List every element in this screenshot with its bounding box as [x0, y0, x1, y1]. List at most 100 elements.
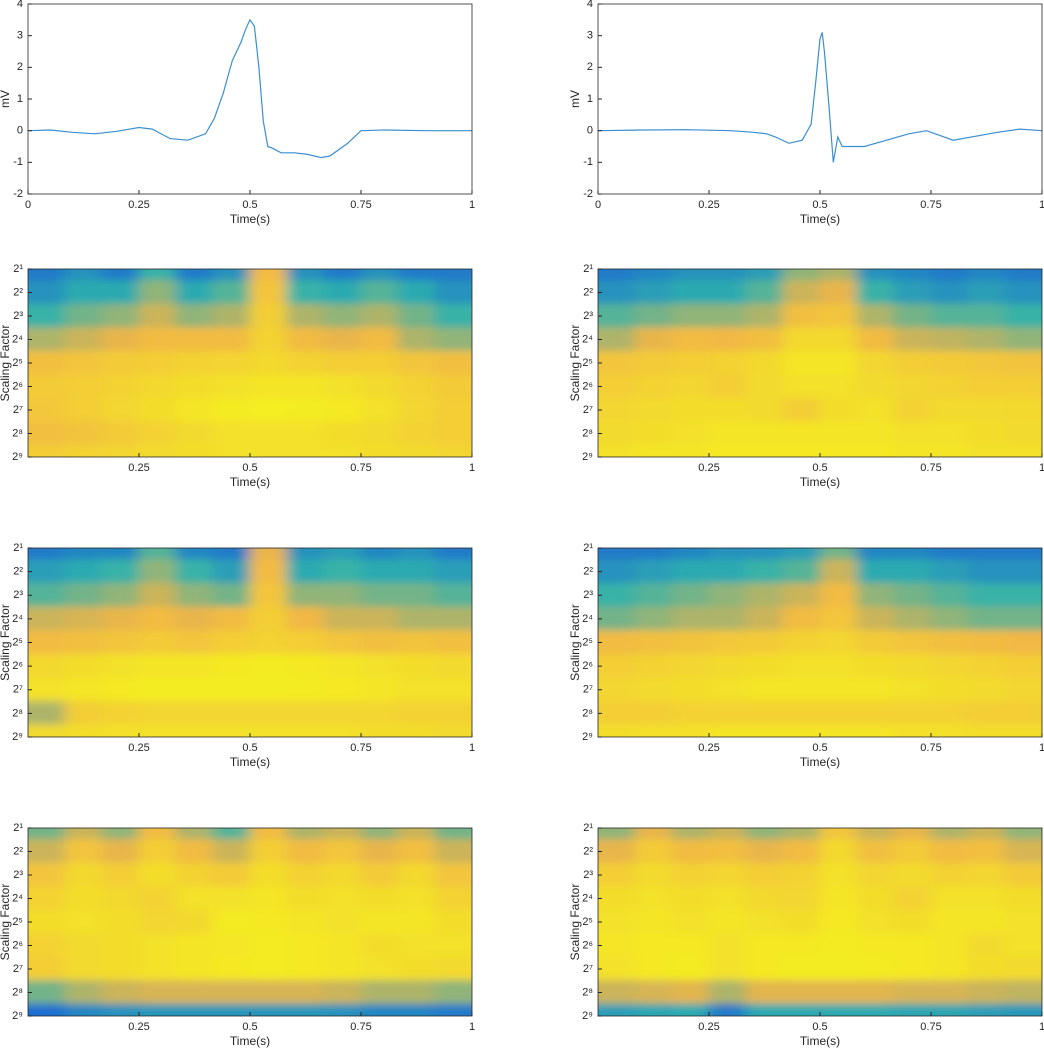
y-tick-label: 2²: [583, 845, 593, 857]
heatmap-cell: [434, 374, 472, 399]
heatmap-cell: [856, 909, 895, 935]
y-tick-label: 0: [587, 125, 593, 137]
heatmap-cell: [286, 886, 325, 911]
x-axis-label: Time(s): [230, 212, 270, 226]
x-tick-label: 1: [469, 742, 475, 754]
y-tick-label: 2²: [13, 845, 23, 857]
heatmap-cell: [360, 724, 399, 737]
heatmap-cell: [212, 677, 251, 703]
heatmap-cell: [782, 327, 821, 352]
heatmap-cell: [893, 862, 932, 888]
x-tick-label: 0.25: [698, 462, 719, 474]
heatmap-cell: [819, 909, 858, 935]
heatmap-cell: [1004, 724, 1042, 737]
heatmap-cell: [708, 862, 747, 888]
y-tick-label: 2⁷: [583, 404, 593, 416]
heatmap-cell: [671, 303, 710, 329]
heatmap-cell: [708, 933, 747, 958]
heatmap-cell: [893, 269, 932, 282]
heatmap-cell: [286, 677, 325, 703]
heatmap-cell: [782, 701, 821, 726]
heatmap-cell: [138, 724, 177, 737]
heatmap-cell: [671, 933, 710, 958]
heatmap-cell: [819, 582, 858, 608]
y-tick-label: 2⁹: [12, 1010, 23, 1022]
heatmap-cell: [782, 559, 821, 584]
heatmap-cell: [101, 828, 140, 841]
heatmap-cell: [967, 444, 1006, 457]
heatmap-cell: [708, 909, 747, 935]
heatmap-cell: [893, 724, 932, 737]
heatmap-cell: [782, 956, 821, 982]
y-tick-label: 2⁵: [12, 357, 23, 369]
heatmap-cell: [671, 397, 710, 423]
y-tick-label: 2⁹: [582, 1010, 593, 1022]
heatmap-cell: [967, 548, 1006, 561]
heatmap-cell: [138, 559, 177, 584]
heatmap-cell: [634, 630, 673, 655]
heatmap-cell: [856, 724, 895, 737]
y-axis-label: Scaling Factor: [0, 884, 12, 961]
heatmap: [28, 269, 472, 457]
heatmap-cell: [397, 303, 436, 329]
heatmap-cell: [819, 677, 858, 703]
x-tick-label: 0.25: [128, 742, 149, 754]
heatmap-cell: [249, 421, 288, 446]
heatmap-cell: [634, 350, 673, 376]
heatmap-cell: [967, 350, 1006, 376]
heatmap-cell: [671, 280, 710, 305]
heatmap-cell: [397, 933, 436, 958]
heatmap-cell: [360, 397, 399, 423]
heatmap-cell: [671, 548, 710, 561]
heatmap-cell: [101, 327, 140, 352]
y-tick-label: 2¹: [583, 822, 593, 834]
y-tick-label: 2⁹: [12, 731, 23, 743]
heatmap-cell: [634, 397, 673, 423]
heatmap-cell: [819, 397, 858, 423]
heatmap-cell: [175, 724, 214, 737]
heatmap-cell: [893, 444, 932, 457]
heatmap-cell: [708, 397, 747, 423]
heatmap-cell: [101, 909, 140, 935]
line: [597, 32, 1043, 163]
heatmap-cell: [893, 350, 932, 376]
heatmap-cell: [175, 444, 214, 457]
heatmap-cell: [1004, 421, 1042, 446]
heatmap-cell: [64, 933, 103, 958]
heatmap-cell: [101, 582, 140, 608]
x-tick-label: 0.25: [698, 742, 719, 754]
heatmap-cell: [819, 421, 858, 446]
heatmap-cell: [819, 933, 858, 958]
heatmap-cell: [782, 630, 821, 655]
heatmap-cell: [286, 606, 325, 632]
heatmap-cell: [967, 677, 1006, 703]
heatmap-cell: [1004, 839, 1042, 864]
heatmap-cell: [286, 397, 325, 423]
heatmap-cell: [782, 886, 821, 911]
subplot: 0.25 0.5 0.75 1 2¹ 2² 2³ 2⁴ 2⁵ 2⁶ 2⁷ 2⁸ 2⁹ Time(s) Sca…: [0, 822, 475, 1048]
heatmap-cell: [967, 933, 1006, 958]
heatmap-cell: [967, 303, 1006, 329]
heatmap-cell: [434, 327, 472, 352]
heatmap-cell: [138, 1003, 177, 1016]
heatmap-cell: [64, 421, 103, 446]
heatmap-cell: [745, 548, 784, 561]
heatmap-cell: [893, 980, 932, 1005]
heatmap-cell: [745, 559, 784, 584]
heatmap-cell: [930, 303, 969, 329]
heatmap-cell: [286, 956, 325, 982]
heatmap-cell: [671, 630, 710, 655]
heatmap-clip: [598, 828, 1042, 1016]
heatmap-cell: [819, 724, 858, 737]
heatmap-cell: [249, 606, 288, 632]
heatmap-cell: [819, 1003, 858, 1016]
heatmap-cell: [893, 559, 932, 584]
heatmap-cell: [138, 630, 177, 655]
heatmap-cell: [286, 839, 325, 864]
heatmap-cell: [64, 548, 103, 561]
y-tick-label: 2⁶: [582, 380, 593, 392]
heatmap-cell: [856, 397, 895, 423]
heatmap-cell: [708, 606, 747, 632]
heatmap-cell: [138, 606, 177, 632]
